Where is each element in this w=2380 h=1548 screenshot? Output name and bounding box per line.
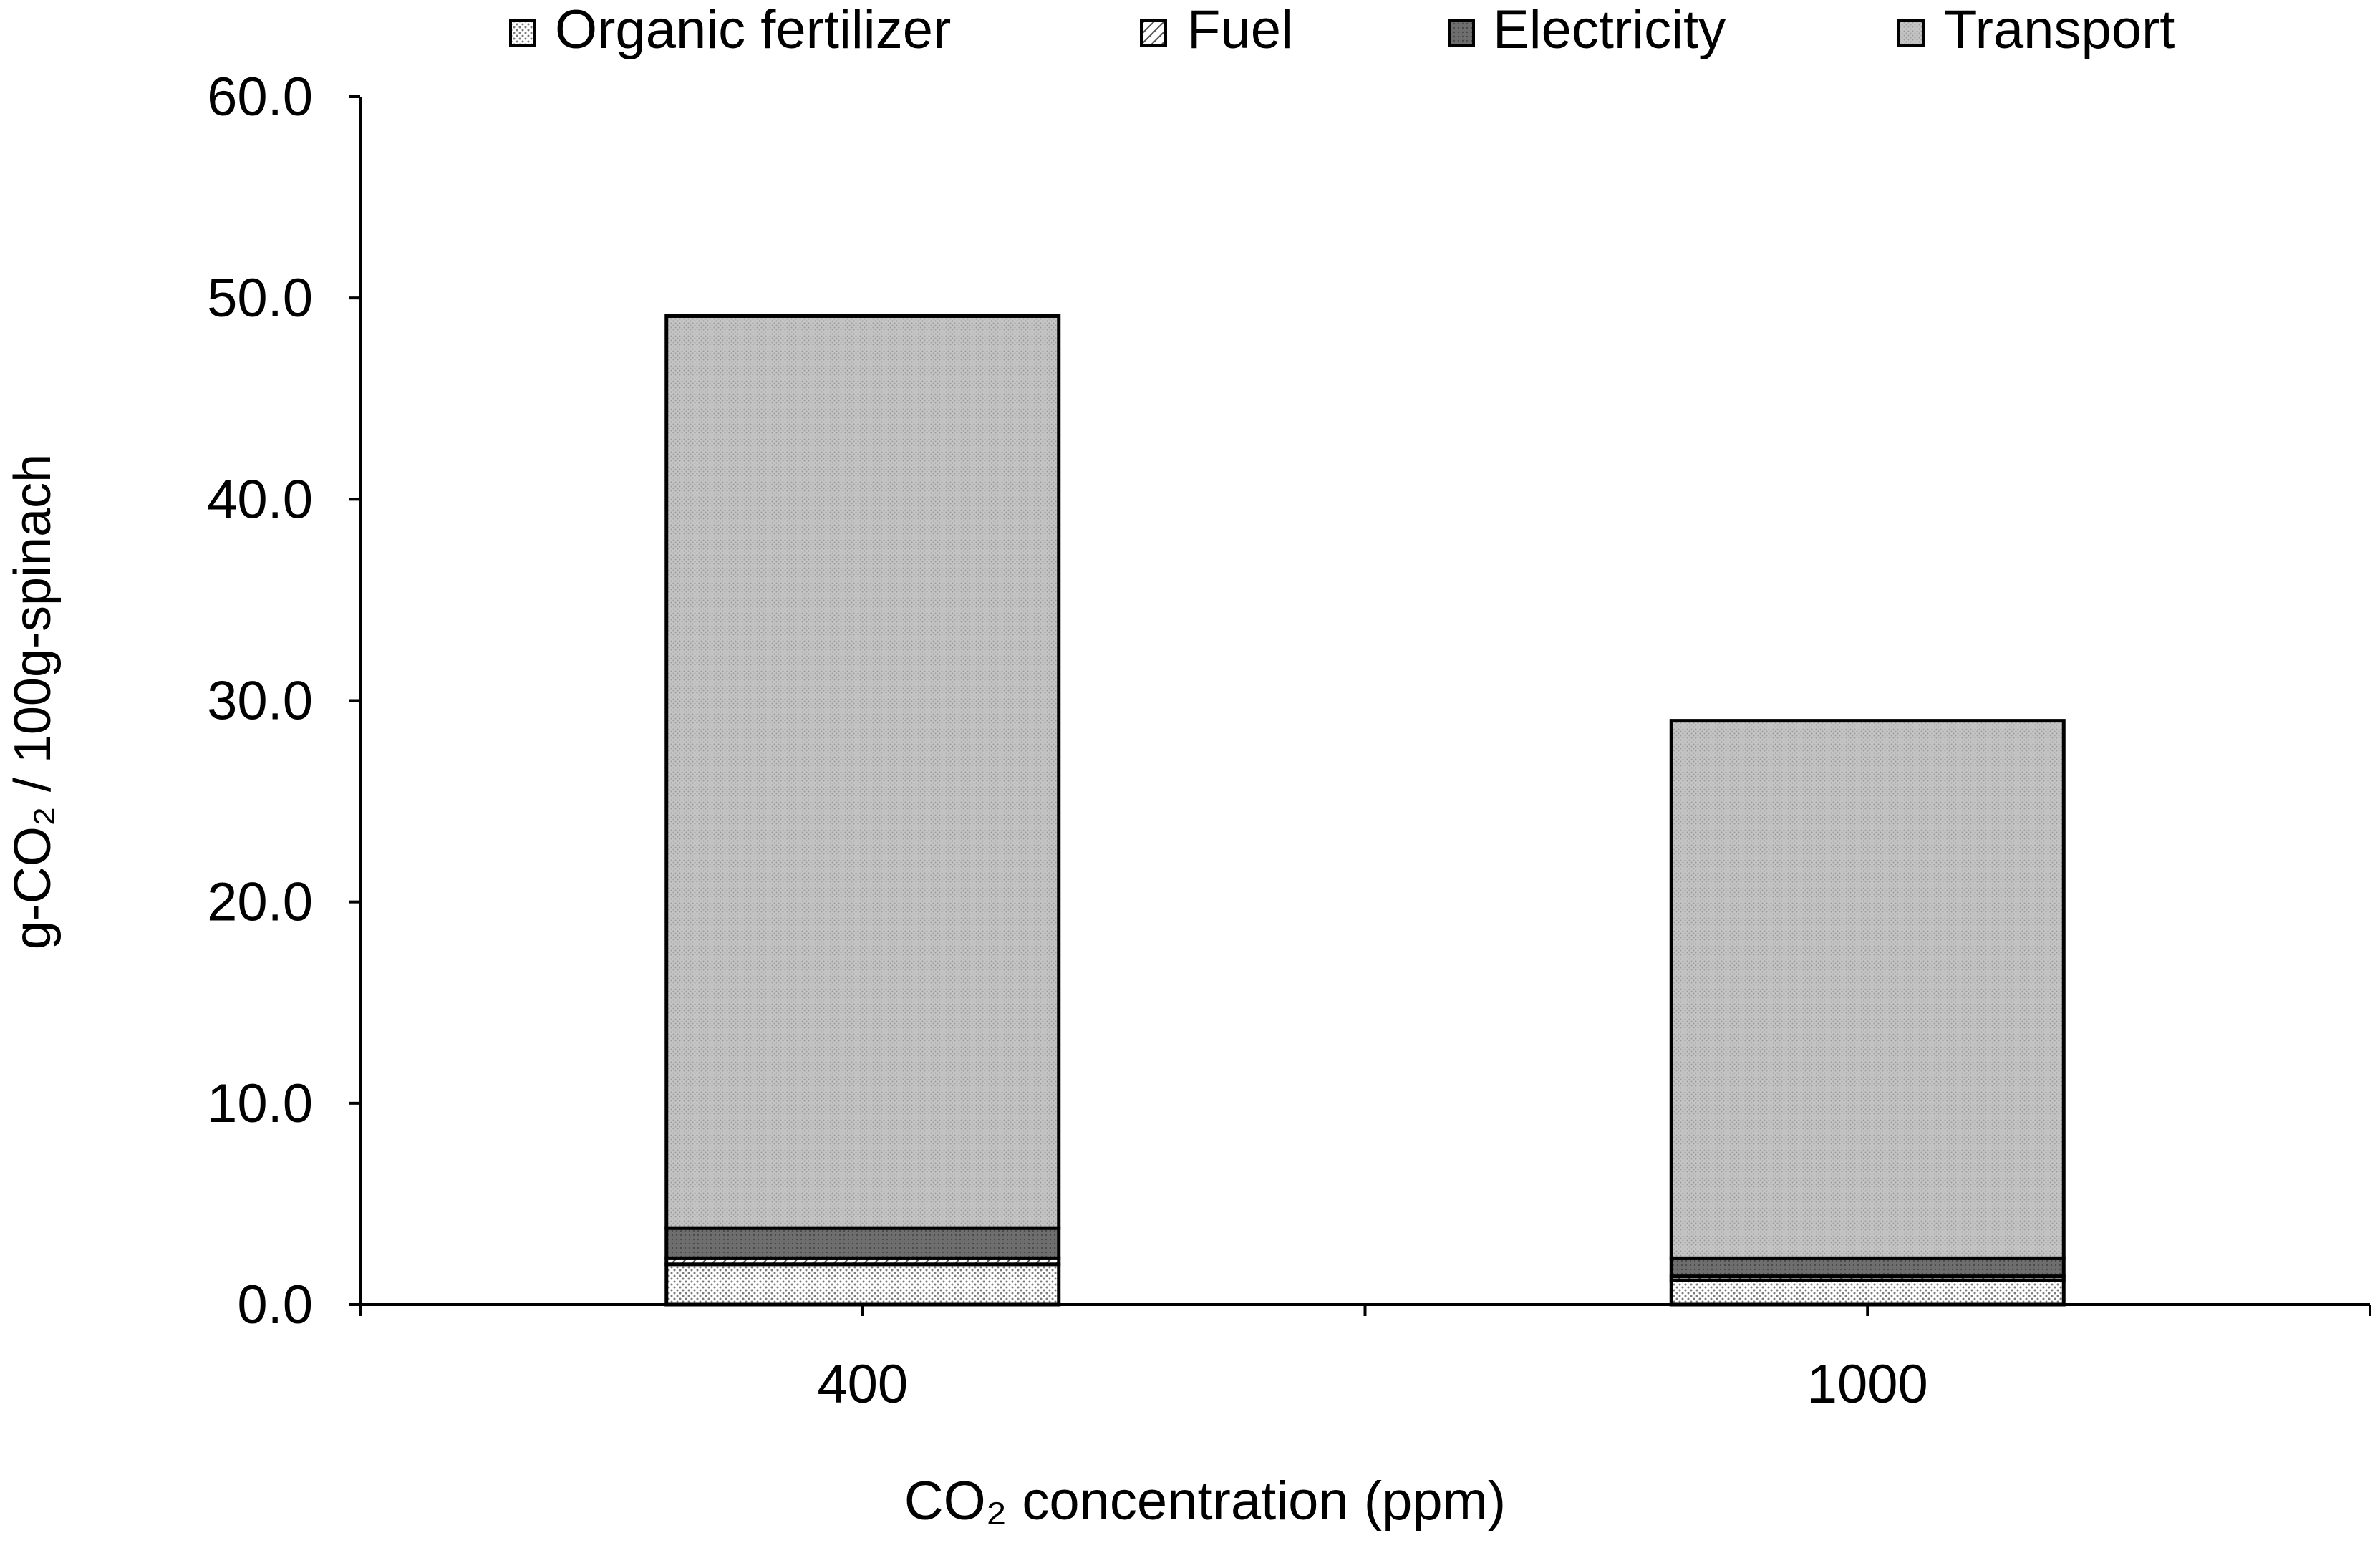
y-tick-label-3: 30.0	[207, 671, 313, 732]
y-tick-label-4: 40.0	[207, 469, 313, 530]
bar-electricity-400	[664, 1226, 1061, 1260]
legend-item-electricity: Electricity	[1448, 0, 1726, 60]
y-tick-label-2: 20.0	[207, 872, 313, 933]
legend-item-organic-fertilizer: Organic fertilizer	[509, 0, 951, 60]
ticks-layer: 0.0 10.0 20.0 30.0 40.0 50.0 60.0 400 1000	[207, 67, 2371, 1415]
y-tick-label-5: 50.0	[207, 268, 313, 329]
legend-swatch-fuel	[1140, 19, 1167, 47]
bar-transport-400	[664, 314, 1061, 1230]
legend-label-transport: Transport	[1944, 0, 2175, 60]
bar-transport-1000	[1669, 719, 2066, 1260]
legend-label-fuel: Fuel	[1187, 0, 1293, 60]
y-tick-label-1: 10.0	[207, 1073, 313, 1134]
x-tick-label-400: 400	[817, 1354, 908, 1415]
y-tick-label-0: 0.0	[237, 1274, 313, 1335]
y-tick-label-6: 60.0	[207, 67, 313, 127]
bar-organic-fertilizer-400	[664, 1262, 1061, 1307]
legend-swatch-organic-fertilizer	[509, 19, 536, 47]
legend: Organic fertilizer Fuel Electricity Tran…	[509, 0, 2175, 60]
x-axis-title: CO₂ concentration (ppm)	[904, 1471, 1506, 1532]
legend-item-fuel: Fuel	[1140, 0, 1293, 60]
legend-swatch-electricity	[1448, 19, 1475, 47]
legend-swatch-transport	[1897, 19, 1925, 47]
bars-layer	[664, 314, 2066, 1307]
bar-electricity-1000	[1669, 1256, 2066, 1279]
axes-layer	[359, 97, 2370, 1306]
legend-item-transport: Transport	[1897, 0, 2175, 60]
legend-label-organic-fertilizer: Organic fertilizer	[555, 0, 951, 60]
bar-organic-fertilizer-1000	[1669, 1278, 2066, 1307]
y-axis-title: g-CO₂ / 100g-spinach	[4, 454, 62, 949]
legend-label-electricity: Electricity	[1493, 0, 1726, 60]
x-tick-label-1000: 1000	[1807, 1354, 1928, 1415]
